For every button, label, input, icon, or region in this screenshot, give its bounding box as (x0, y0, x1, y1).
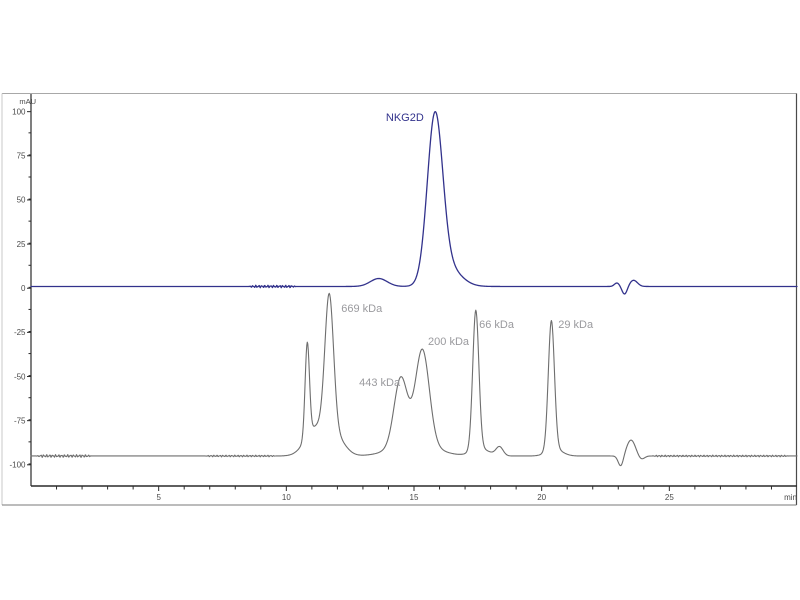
x-axis-unit-label: min (784, 493, 797, 502)
x-tick-label: 25 (665, 493, 674, 502)
peak-label-669kda: 669 kDa (341, 302, 383, 315)
y-tick-label: -50 (14, 372, 26, 381)
peak-label-66kda: 66 kDa (479, 318, 514, 331)
y-tick-label: -75 (14, 416, 26, 425)
peak-label-nkg2d: NKG2D (385, 112, 424, 125)
x-tick-label: 15 (410, 493, 419, 502)
x-tick-label: 10 (282, 493, 291, 502)
peak-label-200kda: 200 kDa (428, 336, 470, 349)
y-tick-label: 25 (17, 240, 26, 249)
x-tick-label: 5 (156, 493, 161, 502)
y-tick-label: 0 (21, 284, 26, 293)
y-tick-label: -25 (14, 328, 26, 337)
y-tick-label: 50 (17, 196, 26, 205)
sample-trace-nkg2d (30, 111, 798, 295)
y-tick-label: 75 (17, 152, 26, 161)
y-axis-unit-label: mAU (19, 97, 36, 106)
standard-trace-mw-markers (30, 292, 798, 467)
x-tick-label: 20 (537, 493, 546, 502)
peak-label-29kda: 29 kDa (558, 318, 594, 331)
y-tick-label: 100 (12, 107, 26, 116)
peak-label-443kda: 443 kDa (359, 377, 401, 390)
y-tick-label: -100 (9, 461, 26, 470)
